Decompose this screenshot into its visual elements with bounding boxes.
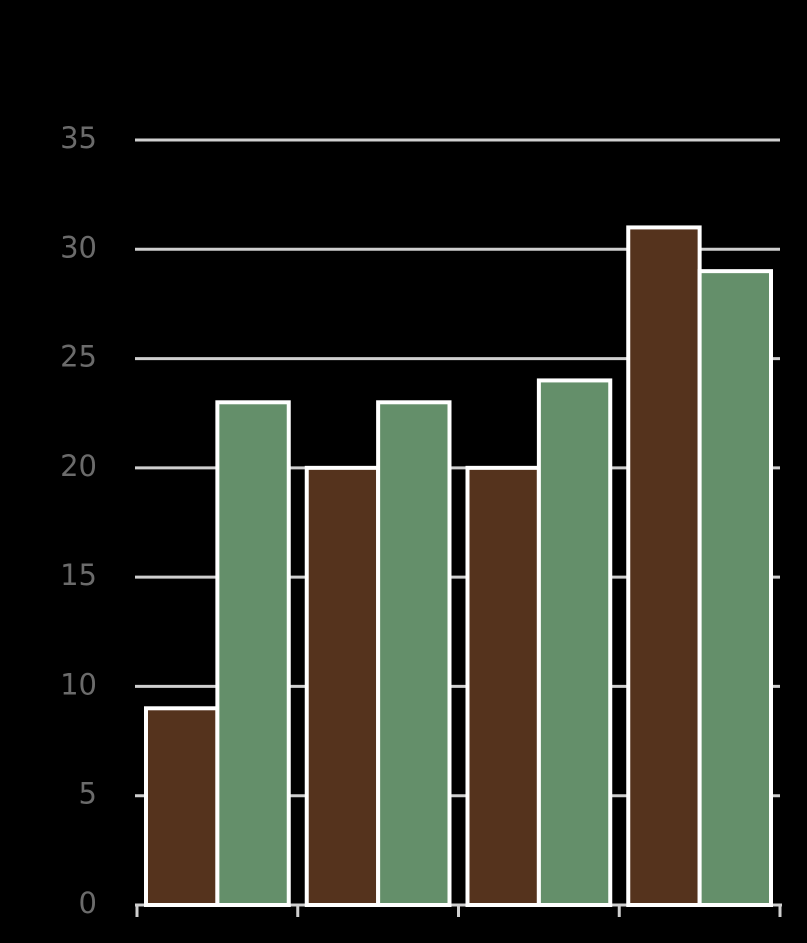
bar	[626, 225, 702, 907]
bar	[536, 378, 613, 907]
bar	[144, 706, 220, 907]
y-tick-label: 25	[60, 340, 97, 374]
y-tick-label: 30	[60, 230, 97, 264]
bar	[465, 465, 541, 907]
y-tick-label: 5	[79, 777, 97, 811]
bar	[697, 269, 773, 907]
bar	[376, 400, 452, 907]
bar	[215, 400, 291, 907]
y-tick-label: 10	[60, 667, 97, 701]
y-tick-label: 35	[60, 121, 97, 155]
bar	[304, 465, 381, 907]
y-tick-label: 0	[79, 886, 97, 920]
y-tick-label: 15	[60, 558, 97, 592]
y-tick-label: 20	[60, 449, 97, 483]
